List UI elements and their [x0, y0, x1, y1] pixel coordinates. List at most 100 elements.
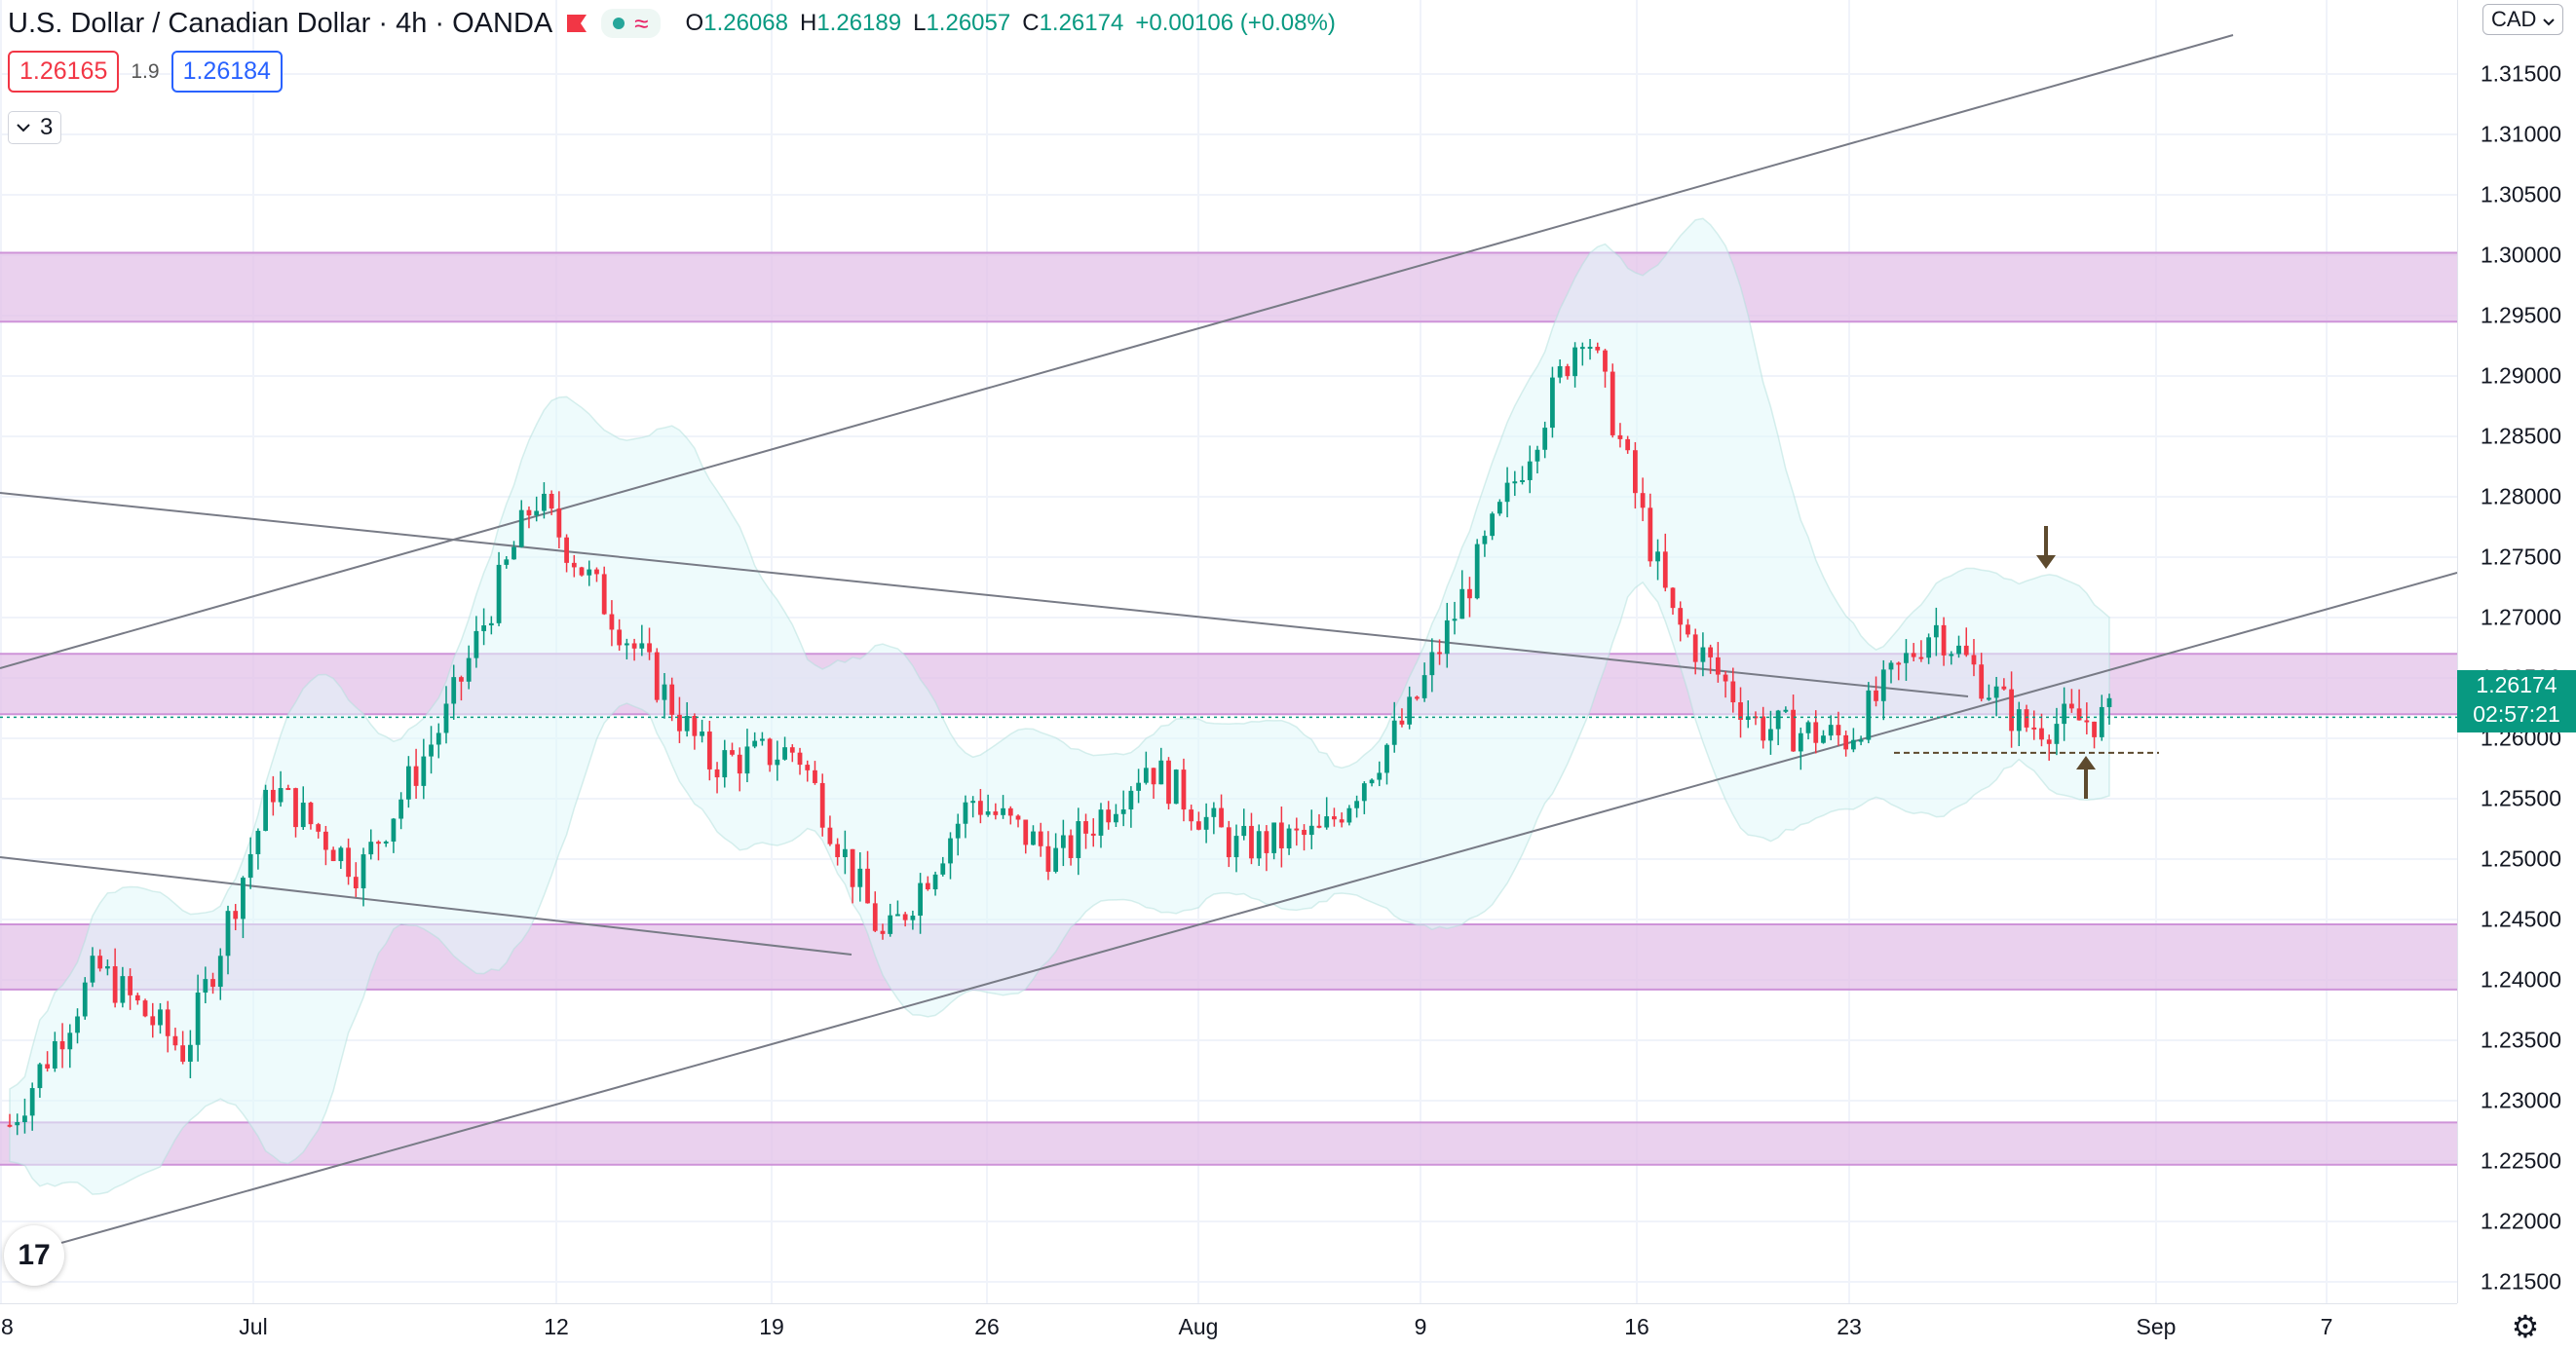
candle-body[interactable] — [1648, 507, 1653, 562]
candle-body[interactable] — [1415, 696, 1420, 699]
candle-body[interactable] — [1836, 725, 1841, 735]
candle-body[interactable] — [263, 789, 269, 831]
status-pill[interactable]: ≈ — [601, 9, 661, 38]
candle-body[interactable] — [391, 818, 397, 842]
flag-icon[interactable] — [566, 14, 587, 33]
lower-channel-trendline[interactable] — [19, 572, 2457, 1256]
candle-body[interactable] — [1662, 551, 1668, 588]
zone-rect[interactable] — [0, 252, 2457, 322]
candle-body[interactable] — [52, 1040, 57, 1069]
candle-body[interactable] — [1655, 551, 1660, 562]
candle-body[interactable] — [639, 643, 645, 649]
candle-body[interactable] — [330, 849, 336, 862]
candle-body[interactable] — [789, 747, 795, 753]
candle-body[interactable] — [1971, 655, 1977, 665]
candle-body[interactable] — [1987, 697, 1991, 700]
candle-body[interactable] — [278, 788, 284, 803]
candle-body[interactable] — [97, 956, 103, 969]
candle-body[interactable] — [405, 766, 411, 800]
candle-body[interactable] — [1956, 645, 1961, 655]
candle-body[interactable] — [45, 1064, 51, 1069]
candle-body[interactable] — [737, 754, 742, 774]
candle-body[interactable] — [1888, 662, 1894, 670]
candle-body[interactable] — [1090, 833, 1096, 836]
candle-body[interactable] — [308, 803, 314, 825]
candle-body[interactable] — [1332, 816, 1337, 820]
candle-body[interactable] — [1369, 779, 1375, 784]
candle-body[interactable] — [293, 788, 298, 828]
candle-body[interactable] — [624, 643, 629, 646]
candle-body[interactable] — [1038, 831, 1043, 846]
candle-body[interactable] — [1391, 720, 1397, 745]
candle-body[interactable] — [819, 782, 825, 828]
candle-body[interactable] — [128, 976, 133, 995]
candle-body[interactable] — [940, 863, 946, 875]
candle-body[interactable] — [827, 827, 833, 844]
candle-body[interactable] — [1339, 819, 1345, 823]
candle-body[interactable] — [993, 811, 999, 815]
candle-body[interactable] — [594, 569, 599, 575]
candle-body[interactable] — [1083, 821, 1088, 834]
candle-body[interactable] — [7, 1124, 13, 1127]
candle-body[interactable] — [2076, 708, 2082, 721]
candle-body[interactable] — [2068, 703, 2074, 709]
sell-button[interactable]: 1.26165 — [8, 51, 120, 93]
candle-body[interactable] — [654, 652, 660, 700]
candle-body[interactable] — [1007, 807, 1013, 816]
candle-body[interactable] — [1053, 847, 1059, 872]
candle-body[interactable] — [496, 564, 502, 623]
candle-body[interactable] — [2092, 721, 2097, 737]
descending-trendline[interactable] — [0, 492, 1969, 697]
candle-body[interactable] — [1993, 686, 1999, 698]
candle-body[interactable] — [2001, 686, 2007, 690]
candle-body[interactable] — [481, 625, 486, 631]
candle-body[interactable] — [1474, 544, 1480, 599]
candle-body[interactable] — [1610, 371, 1615, 435]
candle-body[interactable] — [1233, 836, 1239, 858]
candle-body[interactable] — [880, 930, 886, 934]
candle-body[interactable] — [888, 915, 893, 934]
currency-button[interactable]: CAD — [2482, 4, 2563, 35]
candle-body[interactable] — [1459, 588, 1465, 619]
candle-body[interactable] — [150, 1016, 156, 1026]
candle-body[interactable] — [1264, 831, 1269, 853]
candle-body[interactable] — [504, 559, 510, 565]
candle-body[interactable] — [1949, 654, 1954, 657]
candle-body[interactable] — [1858, 739, 1864, 742]
candle-body[interactable] — [805, 765, 811, 770]
candle-body[interactable] — [29, 1088, 35, 1116]
candle-body[interactable] — [902, 914, 908, 920]
candle-body[interactable] — [187, 1044, 193, 1062]
candle-body[interactable] — [1926, 637, 1932, 658]
candle-body[interactable] — [1933, 624, 1939, 638]
candle-body[interactable] — [1798, 732, 1803, 752]
candle-body[interactable] — [1805, 722, 1811, 733]
candle-body[interactable] — [1828, 725, 1834, 736]
candle-body[interactable] — [1565, 365, 1571, 377]
candle-body[interactable] — [436, 732, 441, 745]
candle-body[interactable] — [1723, 674, 1728, 682]
candle-body[interactable] — [1256, 831, 1262, 859]
candle-body[interactable] — [1346, 807, 1352, 823]
candle-body[interactable] — [105, 966, 110, 969]
candle-body[interactable] — [338, 847, 344, 862]
candle-body[interactable] — [571, 562, 577, 568]
down-arrow-icon[interactable] — [2036, 555, 2056, 569]
candle-body[interactable] — [549, 493, 554, 509]
candle-body[interactable] — [1241, 825, 1247, 837]
candle-body[interactable] — [1874, 690, 1878, 701]
candle-body[interactable] — [1173, 769, 1179, 805]
candle-body[interactable] — [970, 801, 976, 804]
candle-body[interactable] — [466, 657, 472, 682]
candle-body[interactable] — [601, 574, 607, 615]
candle-body[interactable] — [1196, 821, 1201, 830]
gear-icon[interactable]: ⚙ — [2511, 1309, 2540, 1344]
candle-body[interactable] — [1504, 482, 1510, 503]
zone-rect[interactable] — [0, 1122, 2457, 1165]
candle-body[interactable] — [1324, 816, 1330, 828]
candle-body[interactable] — [285, 788, 291, 791]
candle-body[interactable] — [835, 844, 841, 858]
candle-body[interactable] — [850, 848, 855, 887]
candle-body[interactable] — [1015, 815, 1021, 820]
candle-body[interactable] — [1158, 760, 1164, 785]
